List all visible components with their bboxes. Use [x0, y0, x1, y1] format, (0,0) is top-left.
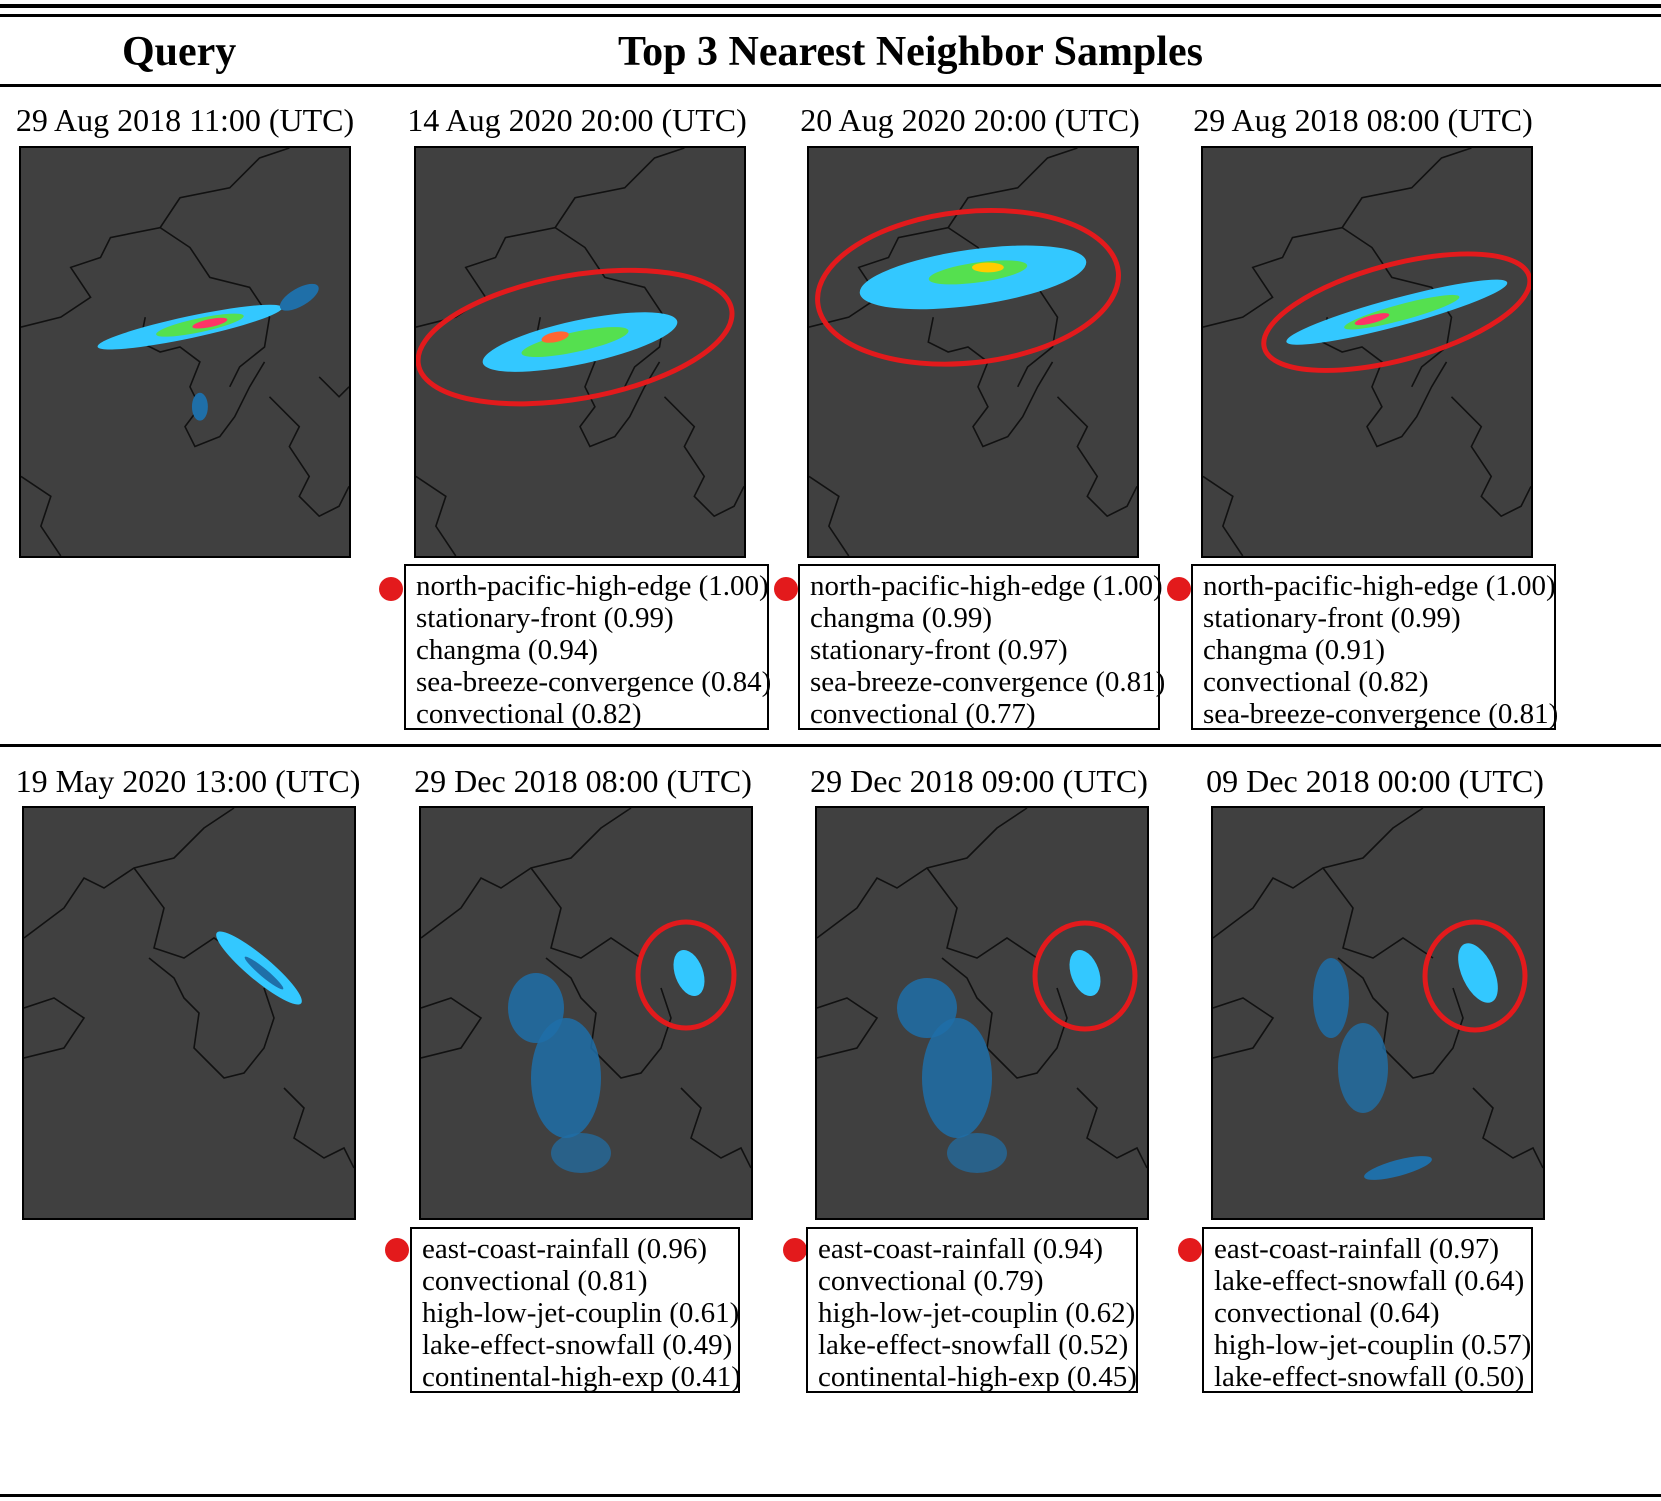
query-timestamp: 19 May 2020 13:00 (UTC)	[15, 763, 361, 799]
list-item: stationary-front (0.99)	[1203, 602, 1461, 634]
list-item: sea-breeze-convergence (0.81)	[1203, 698, 1559, 730]
neighbor-timestamp: 09 Dec 2018 00:00 (UTC)	[1206, 763, 1544, 799]
list-item: lake-effect-snowfall (0.52)	[818, 1329, 1129, 1361]
list-item: north-pacific-high-edge (1.00)	[416, 570, 769, 602]
query-timestamp: 29 Aug 2018 11:00 (UTC)	[15, 102, 355, 138]
top-rule-2	[0, 14, 1661, 17]
radar-map-neighbor	[419, 806, 753, 1220]
bottom-rule	[0, 1494, 1661, 1497]
radar-map-neighbor	[815, 806, 1149, 1220]
list-item: north-pacific-high-edge (1.00)	[810, 570, 1163, 602]
neighbors-header: Top 3 Nearest Neighbor Samples	[618, 29, 1203, 75]
list-item: convectional (0.82)	[1203, 666, 1429, 698]
neighbor-timestamp: 29 Dec 2018 08:00 (UTC)	[414, 763, 752, 799]
radar-map-query	[22, 806, 356, 1220]
radar-map-neighbor	[414, 146, 746, 558]
list-item: convectional (0.77)	[810, 698, 1036, 730]
list-item: stationary-front (0.99)	[416, 602, 674, 634]
list-item: high-low-jet-couplin (0.62)	[818, 1297, 1136, 1329]
list-item: lake-effect-snowfall (0.64)	[1214, 1265, 1525, 1297]
list-item: convectional (0.64)	[1214, 1297, 1440, 1329]
list-item: east-coast-rainfall (0.94)	[818, 1233, 1104, 1265]
list-item: convectional (0.81)	[422, 1265, 648, 1297]
top-rule-1	[0, 4, 1661, 8]
header-rule	[0, 84, 1661, 87]
radar-map-neighbor	[807, 146, 1139, 558]
list-item: convectional (0.79)	[818, 1265, 1044, 1297]
highlight-marker	[1167, 577, 1191, 601]
list-item: continental-high-exp (0.45)	[818, 1361, 1137, 1393]
label-list: east-coast-rainfall (0.97) lake-effect-s…	[1202, 1227, 1533, 1393]
query-header: Query	[122, 29, 237, 75]
list-item: continental-high-exp (0.41)	[422, 1361, 741, 1393]
label-list: east-coast-rainfall (0.96) convectional …	[410, 1227, 741, 1393]
radar-map-neighbor	[1211, 806, 1545, 1220]
list-item: high-low-jet-couplin (0.57)	[1214, 1329, 1532, 1361]
label-list: north-pacific-high-edge (1.00) changma (…	[798, 564, 1166, 730]
highlight-marker	[1178, 1238, 1202, 1262]
list-item: sea-breeze-convergence (0.84)	[416, 666, 772, 698]
list-item: sea-breeze-convergence (0.81)	[810, 666, 1166, 698]
list-item: east-coast-rainfall (0.97)	[1214, 1233, 1500, 1265]
list-item: high-low-jet-couplin (0.61)	[422, 1297, 740, 1329]
neighbor-timestamp: 29 Aug 2018 08:00 (UTC)	[1193, 102, 1533, 138]
label-list: north-pacific-high-edge (1.00) stationar…	[404, 564, 772, 730]
list-item: convectional (0.82)	[416, 698, 642, 730]
list-item: changma (0.94)	[416, 634, 598, 666]
highlight-marker	[783, 1238, 807, 1262]
list-item: east-coast-rainfall (0.96)	[422, 1233, 708, 1265]
label-list: north-pacific-high-edge (1.00) stationar…	[1191, 564, 1559, 730]
list-item: lake-effect-snowfall (0.50)	[1214, 1361, 1525, 1393]
neighbor-timestamp: 29 Dec 2018 09:00 (UTC)	[810, 763, 1148, 799]
list-item: changma (0.91)	[1203, 634, 1385, 666]
highlight-marker	[774, 577, 798, 601]
list-item: lake-effect-snowfall (0.49)	[422, 1329, 733, 1361]
row-separator	[0, 744, 1661, 747]
highlight-marker	[385, 1238, 409, 1262]
neighbor-timestamp: 20 Aug 2020 20:00 (UTC)	[800, 102, 1140, 138]
list-item: north-pacific-high-edge (1.00)	[1203, 570, 1556, 602]
neighbor-timestamp: 14 Aug 2020 20:00 (UTC)	[407, 102, 747, 138]
radar-map-neighbor	[1201, 146, 1533, 558]
list-item: changma (0.99)	[810, 602, 992, 634]
list-item: stationary-front (0.97)	[810, 634, 1068, 666]
radar-map-query	[19, 146, 351, 558]
highlight-marker	[379, 577, 403, 601]
label-list: east-coast-rainfall (0.94) convectional …	[806, 1227, 1138, 1393]
